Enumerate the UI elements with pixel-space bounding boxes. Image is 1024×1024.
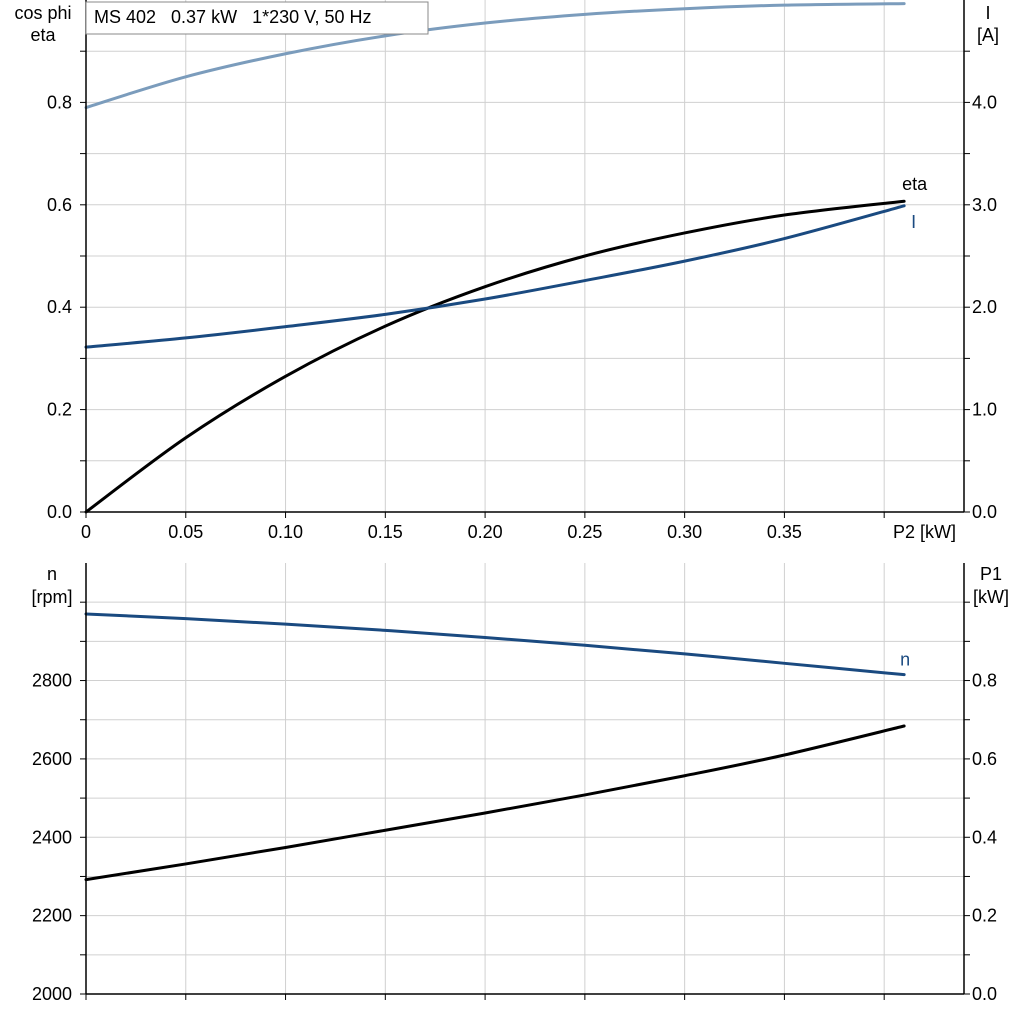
- right-axis-tick-label: 0.6: [972, 749, 997, 769]
- series-line-eta: [84, 199, 906, 514]
- series-label-n: n: [900, 650, 910, 670]
- left-axis-tick-label: 2200: [32, 906, 72, 926]
- x-axis-tick-label: 0.05: [168, 522, 203, 542]
- bottom-right-axis-label-line2: [kW]: [973, 587, 1009, 607]
- top-right-axis-label-line2: [A]: [977, 25, 999, 45]
- series-line-i: [84, 204, 906, 349]
- bottom-axes: [85, 563, 965, 995]
- right-axis-tick-label: 2.0: [972, 297, 997, 317]
- title-box: [85, 1, 429, 35]
- right-axis-tick-label: 0.0: [972, 502, 997, 522]
- x-axis-tick-label: 0: [81, 522, 91, 542]
- series-label-eta: eta: [902, 174, 928, 194]
- series-line-cos-phi: [84, 2, 906, 110]
- x-axis-tick-label: 0.15: [368, 522, 403, 542]
- x-axis-tick-label: 0.10: [268, 522, 303, 542]
- series-line-p1: [84, 724, 906, 882]
- left-axis-tick-label: 0.4: [47, 297, 72, 317]
- bottom-series: n: [84, 612, 910, 882]
- left-axis-tick-label: 0.8: [47, 92, 72, 112]
- left-axis-tick-label: 2000: [32, 984, 72, 1004]
- right-axis-tick-label: 0.8: [972, 671, 997, 691]
- top-left-axis-label-line2: eta: [30, 25, 56, 45]
- right-axis-tick-label: 0.2: [972, 906, 997, 926]
- x-axis-label: P2 [kW]: [893, 522, 956, 542]
- left-axis-tick-label: 0.2: [47, 400, 72, 420]
- right-axis-tick-label: 4.0: [972, 92, 997, 112]
- left-axis-tick-label: 0.0: [47, 502, 72, 522]
- bottom-grid: [86, 563, 964, 994]
- x-axis-tick-label: 0.25: [567, 522, 602, 542]
- top-labels: 0.0 0.2 0.4 0.6 0.8 0.0 1.0 2.0 3.0 4.0 0 0.05 0.10 0…: [47, 92, 997, 542]
- chart-title: MS 402 0.37 kW 1*230 V, 50 Hz: [94, 7, 372, 27]
- bottom-right-axis-label-line1: P1: [980, 564, 1002, 584]
- series-label-i: I: [911, 212, 916, 232]
- left-axis-tick-label: 0.6: [47, 195, 72, 215]
- left-axis-tick-label: 2400: [32, 827, 72, 847]
- series-line-n: [84, 612, 906, 677]
- x-axis-tick-label: 0.20: [468, 522, 503, 542]
- bottom-labels: 2000 2200 2400 2600 2800 0.0 0.2 0.4 0.6 0.8: [32, 671, 997, 1004]
- left-axis-tick-label: 2800: [32, 671, 72, 691]
- top-grid: [86, 0, 964, 512]
- top-ticks: [80, 50, 970, 518]
- top-right-axis-label-line1: I: [985, 3, 990, 23]
- right-axis-tick-label: 1.0: [972, 400, 997, 420]
- right-axis-tick-label: 0.0: [972, 984, 997, 1004]
- x-axis-tick-label: 0.30: [667, 522, 702, 542]
- x-axis-tick-label: 0.35: [767, 522, 802, 542]
- bottom-left-axis-label-line1: n: [47, 564, 57, 584]
- bottom-ticks: [80, 601, 970, 1000]
- right-axis-tick-label: 3.0: [972, 195, 997, 215]
- top-left-axis-label-line1: cos phi: [14, 3, 71, 23]
- bottom-left-axis-label-line2: [rpm]: [31, 587, 72, 607]
- left-axis-tick-label: 2600: [32, 749, 72, 769]
- right-axis-tick-label: 0.4: [972, 827, 997, 847]
